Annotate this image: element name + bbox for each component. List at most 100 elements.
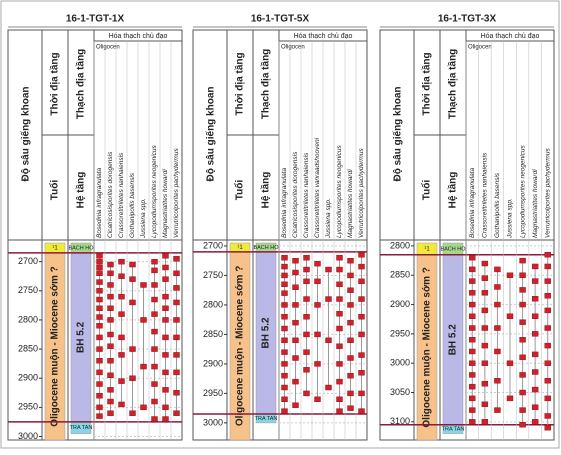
occurrence	[96, 323, 103, 329]
occurrence	[151, 381, 158, 387]
occurrence	[151, 267, 158, 274]
formation-header: Hệ tầng	[447, 172, 459, 209]
occurrence	[292, 337, 299, 344]
epoch-label: Oligocen	[281, 45, 305, 51]
occurrence	[107, 293, 114, 300]
fossil-header: Hóa thạch chủ đạo	[109, 32, 168, 40]
occurrence	[162, 352, 169, 358]
occurrence	[96, 393, 103, 399]
occurrence	[292, 302, 299, 308]
occurrence	[303, 349, 310, 355]
occurrence	[358, 263, 365, 270]
occurrence	[173, 410, 180, 416]
occurrence	[292, 355, 299, 361]
occurrence	[519, 389, 526, 396]
occurrence	[347, 287, 354, 293]
chrono-header: Thời địa tầng	[421, 52, 433, 115]
occurrence	[162, 369, 169, 376]
species-name: Bosedinia infragranulata	[281, 168, 288, 238]
occurrence	[107, 317, 114, 323]
occurrence	[531, 331, 539, 337]
formation-header: Hệ tầng	[75, 172, 87, 209]
occurrence	[151, 398, 158, 405]
age-header: Tuổi	[421, 180, 433, 201]
occurrence	[519, 407, 526, 413]
occurrence	[173, 352, 180, 358]
occurrence	[314, 260, 321, 267]
occurrence	[494, 325, 501, 331]
occurrence	[107, 270, 114, 277]
occurrence	[531, 419, 539, 425]
occurrence	[531, 295, 539, 302]
occurrence	[281, 408, 288, 414]
occurrence	[162, 404, 169, 411]
occurrence	[506, 272, 514, 278]
species-name: Cicatricosisporites dorogensis	[292, 151, 299, 238]
y-tick-label: 2700	[203, 240, 223, 250]
species-name: Lycopodiumsporites neogenicus	[336, 145, 343, 238]
chrono-header: Thời địa tầng	[234, 52, 246, 115]
occurrence	[531, 351, 539, 358]
occurrence	[118, 378, 125, 384]
formation-label: BACH HO	[253, 245, 279, 251]
occurrence	[118, 334, 125, 341]
occurrence	[303, 367, 310, 373]
occurrence	[481, 401, 489, 407]
occurrence	[494, 378, 501, 384]
occurrence	[325, 296, 332, 302]
occurrence	[336, 281, 343, 287]
occurrence	[347, 373, 354, 379]
occurrence	[469, 278, 476, 284]
occurrence	[96, 358, 103, 364]
occurrence	[314, 361, 321, 367]
panel-box	[192, 29, 368, 441]
occurrence	[519, 422, 526, 428]
occurrence	[531, 404, 539, 410]
occurrence	[173, 285, 180, 291]
occurrence	[347, 390, 354, 397]
formation-label: BH 5.2	[76, 321, 87, 353]
age-label: ¹1	[52, 246, 58, 252]
occurrence	[347, 319, 354, 326]
occurrence	[325, 337, 332, 344]
age-label: Oligocene muộn - Miocene sớm ?	[50, 266, 61, 426]
occurrence	[336, 255, 343, 261]
occurrence	[347, 302, 354, 308]
occurrence	[96, 288, 103, 294]
occurrence	[107, 372, 114, 379]
occurrence	[281, 384, 288, 391]
occurrence	[96, 334, 103, 341]
species-name: Jussiena spp.	[140, 198, 147, 239]
occurrence	[336, 311, 343, 317]
occurrence	[494, 301, 501, 308]
occurrence	[118, 293, 125, 300]
panel-box	[7, 29, 183, 441]
species-name: Verrutricolporites pachydermus	[173, 148, 180, 238]
occurrence	[173, 369, 180, 376]
occurrence	[544, 278, 551, 284]
occurrence	[292, 402, 299, 408]
occurrence	[303, 278, 310, 285]
occurrence	[292, 378, 299, 385]
occurrence	[162, 334, 169, 341]
occurrence	[118, 352, 125, 358]
age-label: ¹1	[424, 246, 430, 252]
occurrence	[107, 358, 114, 364]
occurrence	[303, 314, 310, 320]
occurrence	[347, 355, 354, 361]
occurrence	[96, 381, 103, 387]
occurrence	[96, 258, 103, 265]
formation-label: TRA TAN	[70, 425, 93, 431]
species-name: Lycopodiumsporites neogenicus	[519, 145, 526, 238]
occurrence	[469, 313, 476, 319]
occurrence	[469, 337, 476, 343]
species-name: Lycopodiumsporites neogenicus	[151, 145, 158, 238]
occurrence	[358, 408, 365, 414]
species-name: Verrutricolporites pachydermus	[358, 148, 365, 238]
occurrence	[519, 337, 526, 343]
y-tick-label: 2750	[203, 270, 223, 280]
occurrence	[481, 325, 489, 331]
occurrence	[347, 272, 354, 279]
y-tick-label: 2900	[203, 358, 223, 368]
